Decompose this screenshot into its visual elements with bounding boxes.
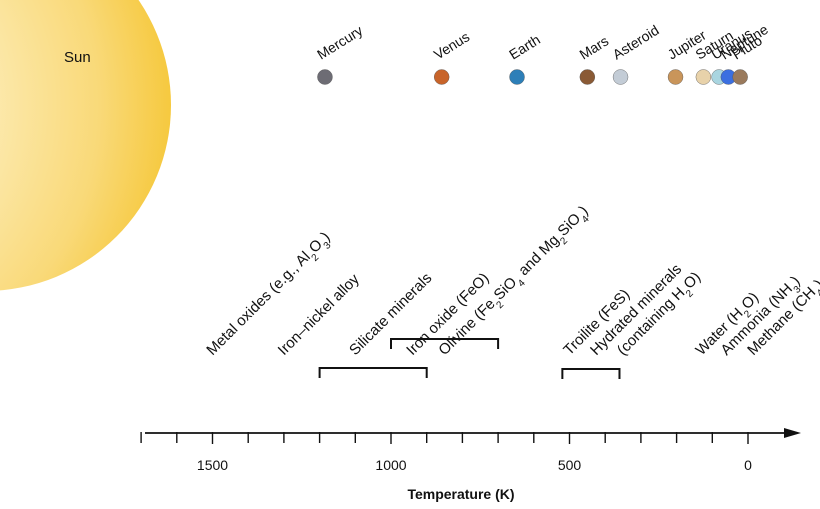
mineral-label-part: SiO (491, 274, 521, 304)
planet-label-mercury: Mercury (314, 22, 365, 62)
mineral-label-part: ) (811, 276, 820, 292)
silicate-bracket (318, 367, 428, 378)
troilite-bracket (561, 368, 621, 379)
tick-label: 0 (744, 457, 752, 473)
planet-venus (433, 69, 450, 85)
planet-label-venus: Venus (431, 28, 472, 62)
mineral-labels: Metal oxides (e.g., Al2O3)Iron–nickel al… (203, 203, 820, 362)
planet-label-mars: Mars (576, 32, 611, 62)
axis-arrow (784, 428, 801, 438)
planet-mars (579, 69, 596, 85)
planet-label-earth: Earth (506, 31, 543, 62)
tick-label: 1500 (197, 457, 228, 473)
tick-label: 1000 (375, 457, 406, 473)
planet-asteroid (612, 69, 629, 85)
sun-label: Sun (64, 49, 91, 66)
tick-label: 500 (558, 457, 582, 473)
planet-label-asteroid: Asteroid (610, 22, 662, 63)
planet-jupiter (667, 69, 684, 85)
mineral-label-part: and Mg (512, 232, 562, 282)
planet-mercury (317, 69, 333, 85)
planet-pluto (732, 69, 748, 85)
temperature-axis: 1500 1000 500 0 (140, 428, 801, 473)
mineral-label-metal-oxides: Metal oxides (e.g., Al2O3) (203, 229, 336, 362)
planet-earth (509, 69, 525, 85)
planet-saturn (695, 69, 712, 85)
mineral-label-part: SiO (554, 210, 584, 240)
temperature-brackets (318, 338, 621, 379)
olivine-bracket (390, 338, 500, 349)
axis-title: Temperature (K) (407, 486, 514, 502)
sun (0, 0, 171, 291)
mineral-label-part: 4 (815, 287, 820, 299)
